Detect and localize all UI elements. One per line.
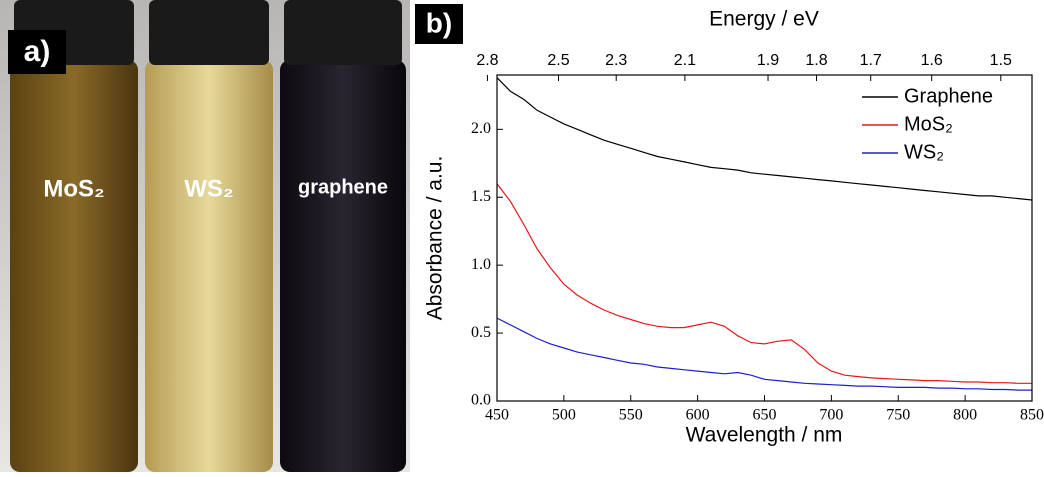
series-line bbox=[496, 77, 1033, 201]
y-tick-label: 0.5 bbox=[471, 324, 491, 341]
panel-label: a) bbox=[24, 35, 51, 68]
plot-frame bbox=[496, 74, 1033, 402]
cap bbox=[284, 0, 402, 65]
cap bbox=[149, 0, 269, 65]
x-tick-label: 650 bbox=[753, 407, 777, 424]
vial bbox=[280, 60, 406, 472]
x2-tick-label: 2.5 bbox=[547, 52, 569, 69]
x2-tick-label: 2.3 bbox=[605, 52, 627, 69]
legend-label: MoS₂ bbox=[904, 113, 953, 135]
x-tick-label: 700 bbox=[819, 407, 843, 424]
vial-caption: graphene bbox=[298, 176, 388, 198]
x2-tick-label: 1.5 bbox=[990, 52, 1012, 69]
x2-tick-label: 1.8 bbox=[805, 52, 827, 69]
x-tick-label: 450 bbox=[485, 407, 509, 424]
series-line bbox=[496, 183, 1032, 384]
x2-axis-label: Energy / eV bbox=[709, 8, 819, 31]
x2-tick-label: 2.8 bbox=[476, 52, 498, 69]
legend-label: WS₂ bbox=[904, 141, 944, 163]
vial bbox=[10, 60, 138, 472]
photo: a) MoS₂ WS₂ graphene bbox=[0, 0, 410, 472]
x2-tick-label: 1.6 bbox=[921, 52, 943, 69]
x-tick-label: 500 bbox=[552, 407, 576, 424]
y-tick-label: 0.0 bbox=[471, 392, 491, 409]
x-axis-label: Wavelength / nm bbox=[686, 424, 843, 447]
y-tick-label: 1.5 bbox=[471, 188, 491, 205]
x2-tick-label: 1.9 bbox=[757, 52, 779, 69]
x-tick-label: 750 bbox=[886, 407, 910, 424]
x-tick-label: 800 bbox=[953, 407, 977, 424]
vial-caption: MoS₂ bbox=[43, 175, 104, 202]
y-tick-label: 2.0 bbox=[471, 120, 491, 137]
panel-label-box bbox=[8, 30, 66, 74]
panel-label: b) bbox=[426, 7, 452, 38]
vial-caption: WS₂ bbox=[184, 175, 233, 202]
y-tick-label: 1.0 bbox=[471, 256, 491, 273]
x2-tick-label: 1.7 bbox=[860, 52, 882, 69]
x2-tick-label: 2.1 bbox=[674, 52, 696, 69]
x-tick-label: 600 bbox=[686, 407, 710, 424]
series-line bbox=[496, 317, 1032, 391]
x-tick-label: 550 bbox=[619, 407, 643, 424]
panel-label-box bbox=[415, 4, 463, 44]
legend-label: Graphene bbox=[904, 85, 993, 107]
x-tick-label: 850 bbox=[1020, 407, 1044, 424]
vial bbox=[145, 60, 273, 472]
y-axis-label: Absorbance / a.u. bbox=[424, 156, 447, 321]
